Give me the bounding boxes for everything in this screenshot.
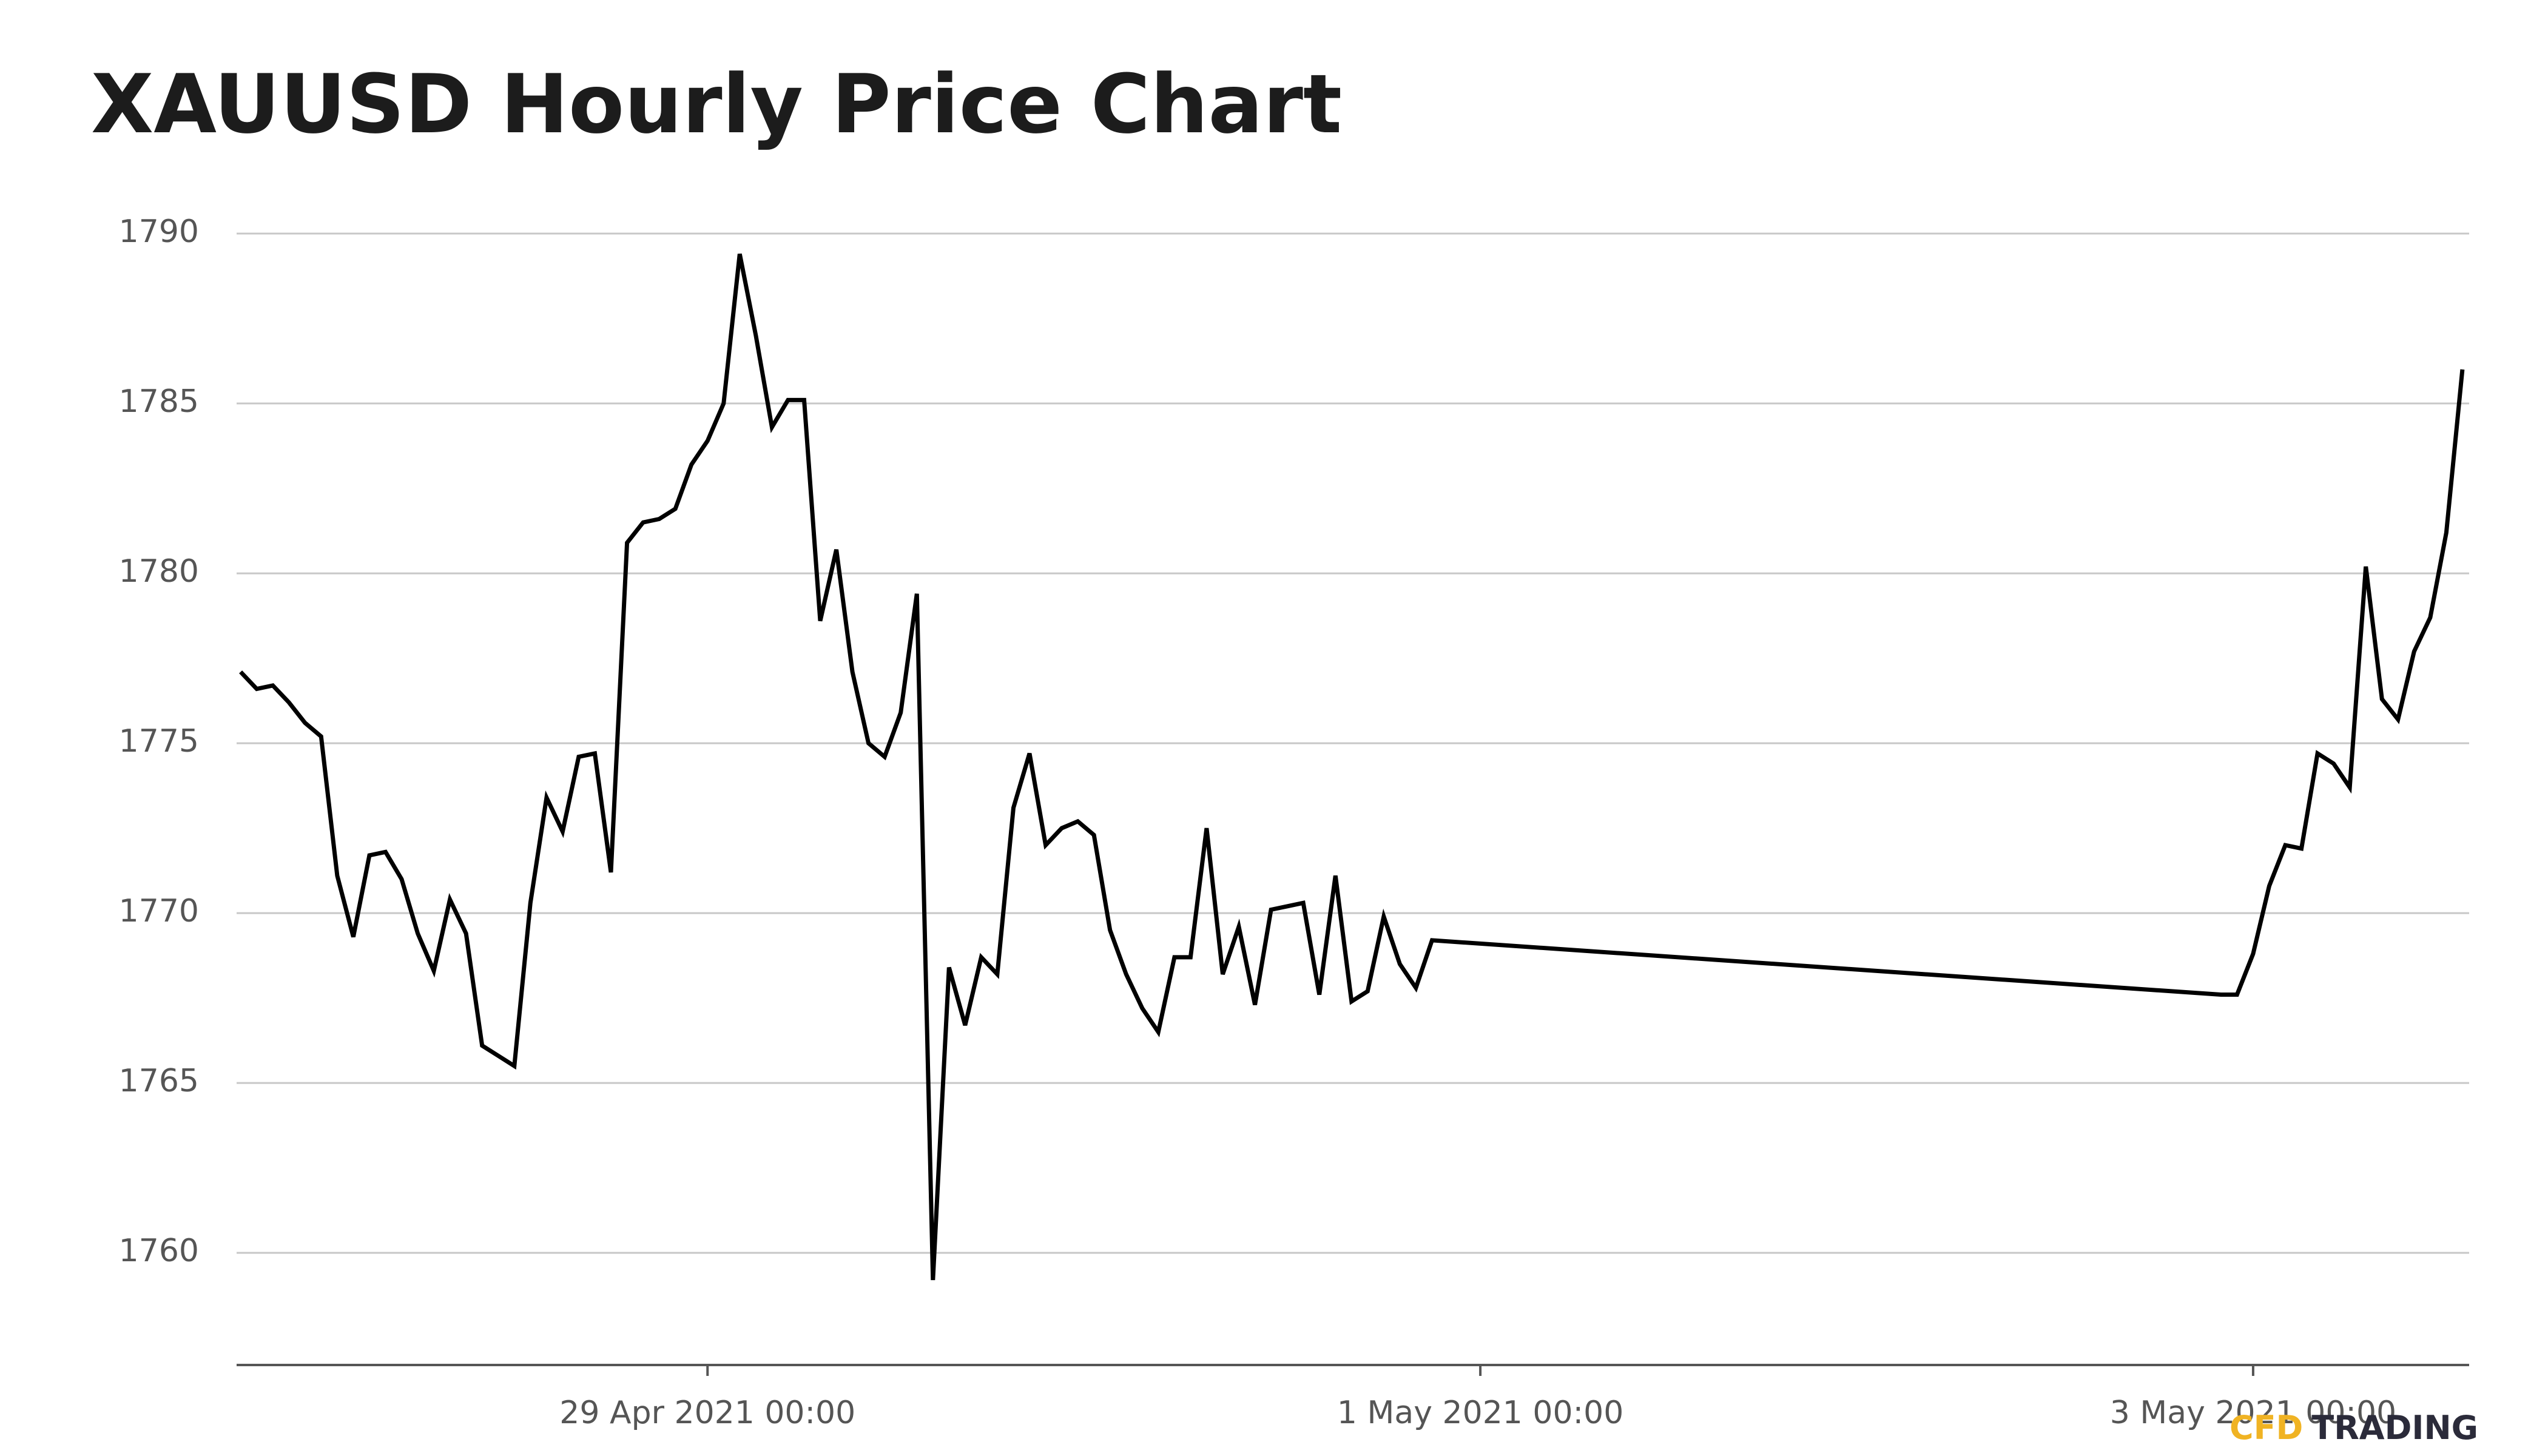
y-tick-label: 1765 — [119, 1063, 199, 1099]
y-tick-label: 1775 — [119, 723, 199, 760]
y-tick-label: 1780 — [119, 553, 199, 590]
logo: CFD TRADING — [2230, 1409, 2478, 1447]
y-tick-label: 1790 — [119, 214, 199, 250]
logo-trading: TRADING — [2311, 1409, 2478, 1447]
y-tick-label: 1770 — [119, 893, 199, 929]
x-tick-label: 3 May 2021 00:00 — [2110, 1395, 2396, 1431]
chart-title: XAUUSD Hourly Price Chart — [91, 57, 1342, 152]
logo-cfd: CFD — [2230, 1409, 2303, 1447]
x-tick-label: 1 May 2021 00:00 — [1337, 1395, 1623, 1431]
x-tick-label: 29 Apr 2021 00:00 — [559, 1395, 855, 1431]
y-tick-label: 1760 — [119, 1233, 199, 1269]
price-line — [239, 253, 2465, 1281]
y-tick-label: 1785 — [119, 383, 199, 420]
